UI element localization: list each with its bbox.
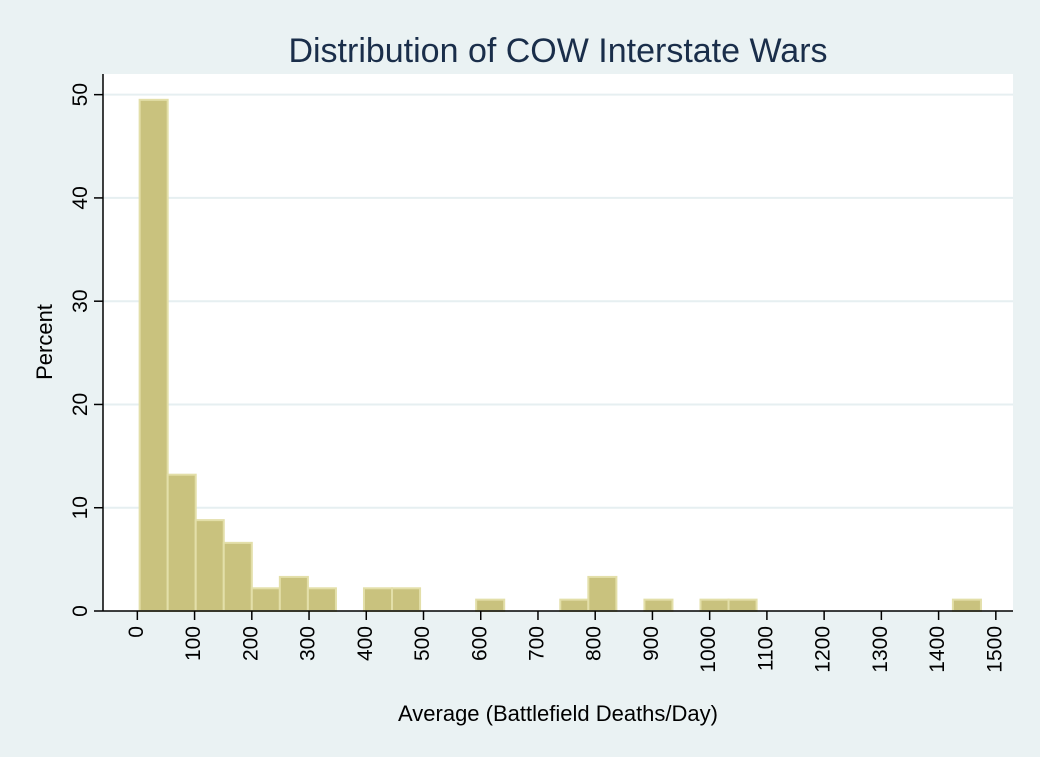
x-tick-label-1400: 1400 [926, 626, 949, 673]
histogram-bar-3 [222, 541, 253, 612]
y-tick-label-20: 20 [69, 393, 92, 416]
histogram-bar-5 [278, 575, 309, 612]
x-ticks: 0 100 200 300 400 500 600 700 800 900 1000 1100 1200… [125, 611, 1006, 673]
histogram-bar-15 [951, 598, 982, 612]
x-tick-label-1300: 1300 [869, 626, 892, 673]
axes [102, 74, 1013, 612]
bars [138, 98, 982, 612]
x-tick-label-1100: 1100 [754, 626, 777, 671]
x-tick-label-200: 200 [239, 626, 262, 661]
x-tick-label-800: 800 [583, 626, 606, 661]
histogram-bar-10 [559, 598, 590, 612]
histogram-bar-7 [362, 587, 394, 612]
y-tick-label-50: 50 [69, 83, 92, 106]
histogram-bar-4 [250, 587, 281, 612]
y-ticks: 0 10 20 30 40 50 [69, 83, 103, 617]
x-tick-label-0: 0 [125, 626, 148, 638]
x-axis-title: Average (Battlefield Deaths/Day) [398, 701, 718, 726]
x-tick-label-1200: 1200 [812, 626, 835, 673]
x-tick-label-700: 700 [526, 626, 549, 661]
chart-title: Distribution of COW Interstate Wars [288, 32, 827, 70]
histogram-bar-12 [643, 598, 674, 612]
histogram-bar-6 [306, 587, 337, 612]
x-tick-label-900: 900 [640, 626, 663, 661]
x-tick-label-1000: 1000 [697, 626, 720, 673]
histogram-bar-13 [699, 598, 730, 612]
histogram-bar-8 [391, 587, 422, 612]
histogram-bar-11 [587, 575, 618, 612]
grid-lines [103, 93, 1013, 509]
x-tick-label-500: 500 [411, 626, 434, 661]
histogram-bar-14 [727, 598, 758, 612]
plot-area [103, 74, 1013, 611]
x-tick-label-1500: 1500 [983, 626, 1006, 673]
x-tick-label-600: 600 [468, 626, 491, 661]
x-tick-label-400: 400 [354, 626, 377, 661]
histogram-bar-9 [475, 598, 506, 612]
y-tick-label-0: 0 [69, 605, 92, 617]
histogram-bar-0 [138, 98, 169, 612]
y-tick-label-40: 40 [69, 186, 92, 209]
y-tick-label-30: 30 [69, 290, 92, 313]
x-tick-label-100: 100 [182, 626, 205, 661]
histogram-bar-2 [194, 519, 225, 612]
y-axis-title: Percent [32, 304, 57, 380]
y-tick-label-10: 10 [69, 496, 92, 519]
x-tick-label-300: 300 [297, 626, 320, 661]
histogram-bar-1 [166, 473, 197, 612]
